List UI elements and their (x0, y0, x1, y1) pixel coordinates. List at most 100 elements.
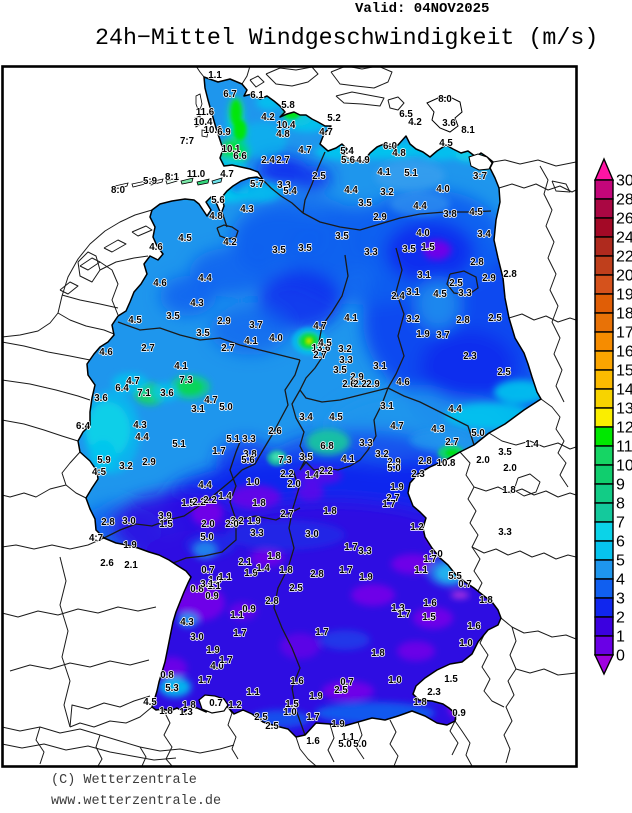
svg-text:1.8: 1.8 (267, 551, 281, 562)
svg-text:5.0: 5.0 (338, 739, 351, 750)
svg-text:8.1: 8.1 (461, 125, 475, 136)
svg-text:4:5: 4:5 (92, 467, 107, 478)
svg-text:2.5: 2.5 (265, 721, 279, 732)
svg-text:1.8: 1.8 (413, 697, 427, 708)
svg-text:6.5: 6.5 (399, 109, 413, 120)
svg-text:3.5: 3.5 (498, 447, 512, 458)
svg-text:0.8: 0.8 (190, 584, 204, 595)
svg-text:2.7: 2.7 (276, 155, 289, 166)
svg-text:4.5: 4.5 (143, 697, 157, 708)
svg-text:2.8: 2.8 (503, 269, 517, 280)
svg-text:8:1: 8:1 (165, 172, 180, 183)
svg-text:5.6: 5.6 (211, 195, 225, 206)
svg-text:4.5: 4.5 (439, 138, 453, 149)
svg-text:5.3: 5.3 (165, 683, 179, 694)
svg-text:1.9: 1.9 (309, 691, 323, 702)
svg-text:6.4: 6.4 (115, 383, 129, 394)
svg-text:2.2: 2.2 (319, 466, 332, 477)
svg-text:2.1: 2.1 (124, 560, 138, 571)
svg-text:1.6: 1.6 (423, 598, 437, 609)
svg-text:2.2: 2.2 (192, 497, 205, 508)
svg-text:4.0: 4.0 (210, 661, 223, 672)
svg-text:3.1: 3.1 (406, 287, 420, 298)
svg-text:1.8: 1.8 (371, 648, 385, 659)
svg-text:6.7: 6.7 (223, 89, 236, 100)
svg-text:6.6: 6.6 (233, 151, 247, 162)
svg-text:1.8: 1.8 (182, 700, 196, 711)
svg-text:3.2: 3.2 (119, 461, 132, 472)
svg-text:3.1: 3.1 (373, 361, 387, 372)
svg-text:2.3: 2.3 (463, 351, 477, 362)
svg-text:3.3: 3.3 (358, 546, 372, 557)
svg-text:1.7: 1.7 (233, 628, 246, 639)
svg-text:1.0: 1.0 (388, 675, 401, 686)
svg-text:4.8: 4.8 (209, 211, 223, 222)
svg-text:11: 11 (616, 439, 632, 456)
svg-text:4.2: 4.2 (223, 237, 236, 248)
svg-text:0: 0 (616, 648, 625, 665)
svg-text:4.5: 4.5 (128, 315, 142, 326)
svg-text:2.5: 2.5 (312, 171, 326, 182)
svg-text:5:6: 5:6 (341, 155, 356, 166)
svg-text:5:9: 5:9 (143, 176, 158, 187)
svg-text:4.7: 4.7 (220, 169, 233, 180)
svg-text:2.0: 2.0 (503, 463, 516, 474)
svg-text:3.2: 3.2 (375, 449, 388, 460)
svg-text:2.1: 2.1 (238, 557, 252, 568)
svg-text:4.3: 4.3 (180, 617, 194, 628)
svg-text:2.7: 2.7 (221, 343, 234, 354)
svg-text:4: 4 (616, 572, 625, 589)
svg-text:4.5: 4.5 (469, 207, 483, 218)
svg-text:2.0: 2.0 (225, 519, 238, 530)
svg-text:1.1: 1.1 (246, 687, 260, 698)
svg-text:5.0: 5.0 (387, 463, 400, 474)
svg-text:1.9: 1.9 (208, 575, 222, 586)
svg-text:3.2: 3.2 (406, 314, 419, 325)
svg-text:3.4: 3.4 (477, 229, 491, 240)
svg-text:4.7: 4.7 (313, 321, 326, 332)
svg-text:2.4: 2.4 (261, 155, 275, 166)
svg-text:3.2: 3.2 (380, 187, 393, 198)
svg-text:2.7: 2.7 (313, 350, 326, 361)
svg-text:5.1: 5.1 (404, 168, 418, 179)
svg-text:3.3: 3.3 (250, 528, 264, 539)
svg-text:2.4: 2.4 (391, 291, 405, 302)
svg-text:3.5: 3.5 (166, 311, 180, 322)
svg-text:6: 6 (616, 534, 625, 551)
svg-text:6.9: 6.9 (217, 127, 231, 138)
svg-text:10.1: 10.1 (222, 144, 241, 155)
svg-text:1.8: 1.8 (279, 565, 293, 576)
svg-text:1.2: 1.2 (228, 700, 241, 711)
svg-text:4.4: 4.4 (344, 185, 358, 196)
svg-text:6.8: 6.8 (320, 441, 334, 452)
svg-text:20: 20 (616, 268, 632, 285)
svg-text:4.7: 4.7 (319, 127, 332, 138)
svg-text:3.5: 3.5 (298, 243, 312, 254)
svg-text:1.1: 1.1 (218, 572, 232, 583)
svg-text:1.7: 1.7 (382, 499, 395, 510)
svg-text:7.3: 7.3 (278, 455, 292, 466)
svg-text:1.5: 1.5 (181, 498, 195, 509)
svg-text:1.7: 1.7 (212, 446, 225, 457)
svg-text:5.4: 5.4 (283, 186, 297, 197)
svg-text:1.9: 1.9 (206, 645, 220, 656)
svg-text:5: 5 (616, 553, 625, 570)
svg-text:2: 2 (616, 610, 625, 627)
svg-text:1.7: 1.7 (219, 655, 232, 666)
svg-text:10: 10 (616, 458, 632, 475)
svg-text:7.3: 7.3 (179, 375, 193, 386)
svg-text:5.0: 5.0 (353, 739, 366, 750)
svg-text:0.7: 0.7 (209, 698, 222, 709)
svg-text:4.7: 4.7 (204, 395, 217, 406)
svg-text:5.0: 5.0 (471, 428, 484, 439)
svg-text:1.7: 1.7 (315, 627, 328, 638)
svg-text:3.5: 3.5 (333, 365, 347, 376)
svg-text:2.3: 2.3 (411, 469, 425, 480)
svg-text:17: 17 (616, 325, 632, 342)
svg-text:2.8: 2.8 (101, 517, 115, 528)
svg-text:10.1: 10.1 (204, 125, 223, 136)
svg-text:2.8: 2.8 (265, 596, 279, 607)
svg-text:1.1: 1.1 (230, 610, 244, 621)
svg-text:3.7: 3.7 (436, 330, 449, 341)
svg-text:3.0: 3.0 (305, 529, 318, 540)
